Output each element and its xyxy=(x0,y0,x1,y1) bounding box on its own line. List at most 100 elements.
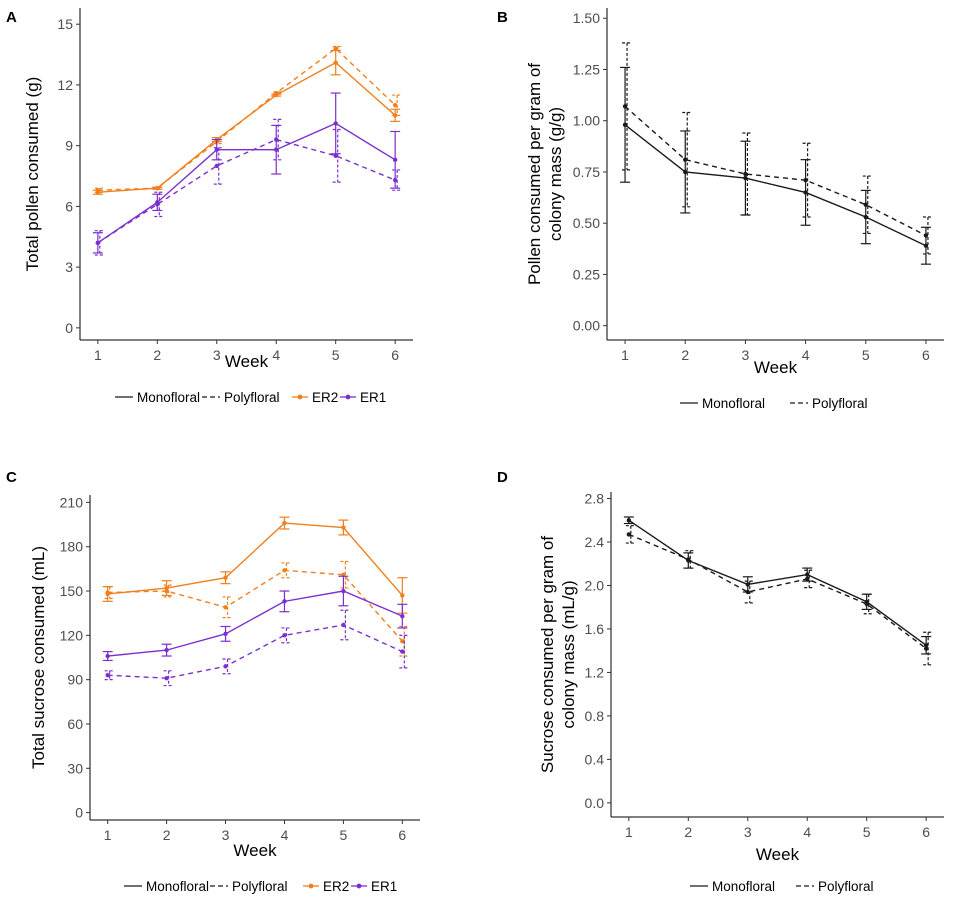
data-point xyxy=(164,675,169,681)
series-line xyxy=(624,105,927,237)
y-tick-label: 0.0 xyxy=(585,795,605,811)
data-point xyxy=(400,593,405,598)
series-line xyxy=(97,61,396,193)
y-tick-label: 210 xyxy=(60,494,84,510)
series-line xyxy=(107,590,403,657)
error-bar xyxy=(340,609,351,641)
data-point xyxy=(392,157,398,163)
y-tick-label: 60 xyxy=(67,716,83,732)
legend-item: Polyfloral xyxy=(210,879,288,894)
series-monofloral xyxy=(620,66,931,265)
legend-item: Polyfloral xyxy=(790,396,868,411)
y-tick-label: 0 xyxy=(75,805,83,821)
y-tick-label: 0.25 xyxy=(573,266,600,282)
error-bar xyxy=(104,670,115,681)
data-point xyxy=(622,104,628,109)
data-point xyxy=(105,590,110,595)
data-point xyxy=(223,605,228,610)
series-polyfloral xyxy=(622,42,933,255)
x-tick-label: 5 xyxy=(863,824,871,840)
data-point xyxy=(626,532,632,537)
legend-item: Monofloral xyxy=(680,396,765,411)
y-tick-label: 180 xyxy=(60,539,84,555)
legend-label: Polyfloral xyxy=(224,390,280,405)
y-tick-label: 9 xyxy=(65,138,73,154)
data-point xyxy=(400,613,405,619)
error-bar xyxy=(863,593,874,615)
x-axis-title: Week xyxy=(754,358,798,377)
data-point xyxy=(743,171,748,177)
legend-item: ER1 xyxy=(340,390,386,405)
x-tick-label: 4 xyxy=(802,347,810,363)
data-point xyxy=(745,582,750,587)
legend-label: ER1 xyxy=(360,390,386,405)
data-point xyxy=(333,121,338,126)
y-tick-label: 6 xyxy=(65,198,73,214)
data-point xyxy=(333,46,338,51)
y-tick-label: 1.25 xyxy=(573,61,600,77)
legend-label: ER2 xyxy=(312,390,338,405)
y-tick-label: 0.00 xyxy=(573,318,600,334)
data-point xyxy=(341,588,346,594)
legend-key-point xyxy=(297,394,303,400)
data-point xyxy=(274,147,279,152)
y-axis-title-line: Pollen consumed per gram of xyxy=(525,63,544,285)
data-point xyxy=(863,202,868,207)
data-point xyxy=(105,653,110,659)
x-tick-label: 3 xyxy=(742,347,750,363)
data-point xyxy=(95,187,101,193)
data-point xyxy=(105,673,110,678)
legend-label: Polyfloral xyxy=(818,879,874,894)
x-tick-label: 2 xyxy=(681,347,689,363)
error-bar xyxy=(804,569,815,589)
legend-label: Polyfloral xyxy=(232,879,288,894)
data-point xyxy=(392,177,398,183)
data-point xyxy=(803,190,808,195)
y-tick-label: 1.6 xyxy=(585,621,605,637)
x-tick-label: 2 xyxy=(684,824,692,840)
data-point xyxy=(223,575,228,580)
data-point xyxy=(155,185,160,191)
legend: Monofloral Polyfloral xyxy=(690,879,874,894)
panel-b: B 0.00 0.25 0.50 0.75 1.00 1.25 1.50 1 2 3 4 5 6 Week P… xyxy=(497,8,944,411)
data-point xyxy=(686,557,691,562)
x-axis-title: Week xyxy=(225,352,269,371)
x-tick-label: 2 xyxy=(163,827,171,843)
x-axis-title: Week xyxy=(233,841,277,860)
data-point xyxy=(214,147,219,152)
y-tick-label: 1.50 xyxy=(573,10,600,26)
y-tick-label: 0.8 xyxy=(585,708,605,724)
series-line xyxy=(628,533,927,650)
legend: Monofloral Polyfloral ER2 ER1 xyxy=(115,390,386,405)
data-point xyxy=(923,646,929,651)
x-tick-label: 4 xyxy=(803,824,811,840)
data-point xyxy=(803,177,808,183)
y-axis-title-line: Sucrose consumed per gram of xyxy=(538,536,557,773)
legend-item: ER1 xyxy=(351,879,397,894)
data-point xyxy=(274,137,279,142)
data-point xyxy=(282,520,287,526)
data-point xyxy=(214,163,219,169)
data-point xyxy=(282,568,287,573)
y-tick-label: 2.4 xyxy=(585,534,605,550)
series-line xyxy=(624,124,927,247)
data-point xyxy=(683,157,688,162)
series-er1-monofloral xyxy=(102,575,408,662)
data-point xyxy=(95,240,101,246)
x-tick-label: 1 xyxy=(104,827,112,843)
series-er2-monofloral xyxy=(92,49,401,195)
data-point xyxy=(400,639,405,644)
legend-key-point xyxy=(308,883,314,889)
legend-label: Polyfloral xyxy=(812,396,868,411)
x-tick-label: 5 xyxy=(332,347,340,363)
legend-label: Monofloral xyxy=(702,396,765,411)
legend-item: ER2 xyxy=(292,390,338,405)
x-tick-label: 6 xyxy=(922,347,930,363)
panel-letter: D xyxy=(497,469,508,486)
series-er1-polyfloral xyxy=(94,118,403,256)
data-point xyxy=(923,233,929,238)
y-axis-title: Total sucrose consumed (mL) xyxy=(29,546,48,769)
panel-letter: A xyxy=(6,9,17,26)
